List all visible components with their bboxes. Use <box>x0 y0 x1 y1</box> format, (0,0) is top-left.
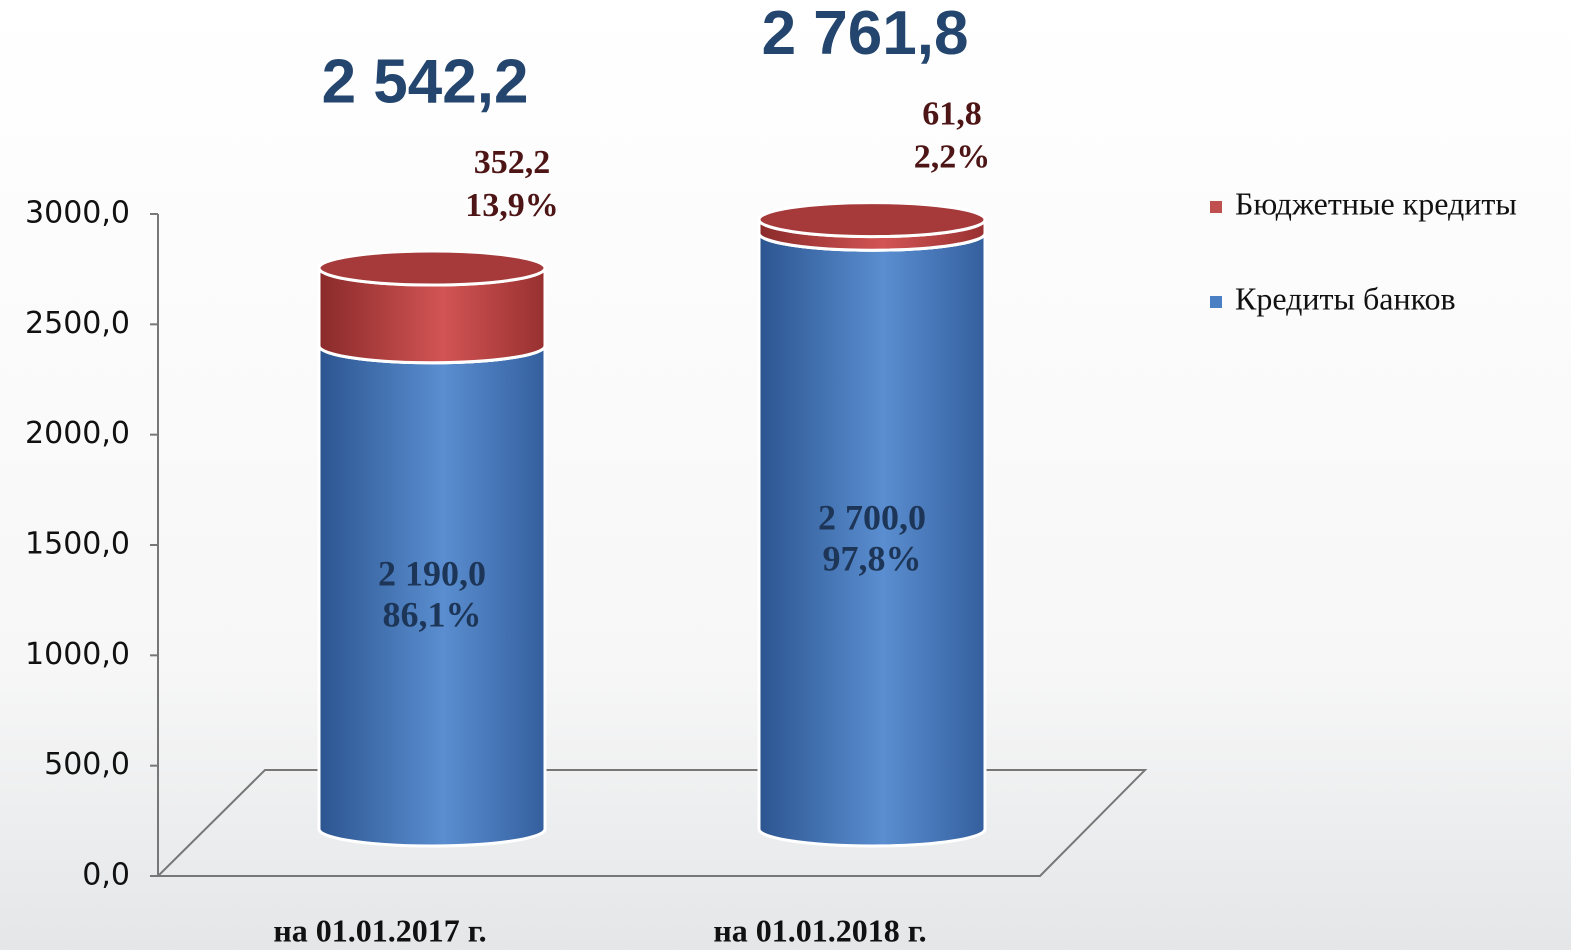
x-tick-label: на 01.01.2018 г. <box>713 912 926 948</box>
y-tick-label: 2500,0 <box>25 306 130 341</box>
value-label: 2 190,0 <box>378 554 486 594</box>
share-label: 2,2% <box>914 138 991 175</box>
value-label: 61,8 <box>922 95 982 132</box>
total-label: 2 542,2 <box>322 47 529 116</box>
cylinder-top <box>757 201 987 239</box>
value-label: 352,2 <box>474 144 551 181</box>
legend-swatch <box>1210 201 1222 213</box>
legend-swatch <box>1210 296 1222 308</box>
share-label: 86,1% <box>383 595 482 635</box>
legend-label: Бюджетные кредиты <box>1235 185 1517 221</box>
y-tick-label: 2000,0 <box>25 416 130 451</box>
share-label: 13,9% <box>465 187 559 224</box>
x-tick-label: на 01.01.2017 г. <box>273 912 486 948</box>
y-tick-label: 500,0 <box>44 747 130 782</box>
floor <box>155 769 1148 877</box>
y-tick-label: 1000,0 <box>25 637 130 672</box>
share-label: 97,8% <box>823 538 922 578</box>
legend-label: Кредиты банков <box>1235 280 1456 316</box>
total-label: 2 761,8 <box>762 0 969 68</box>
cylinder-top <box>317 249 547 287</box>
y-tick-label: 1500,0 <box>25 527 130 562</box>
y-tick-label: 0,0 <box>82 858 130 893</box>
y-tick-label: 3000,0 <box>25 196 130 231</box>
value-label: 2 700,0 <box>818 497 926 537</box>
